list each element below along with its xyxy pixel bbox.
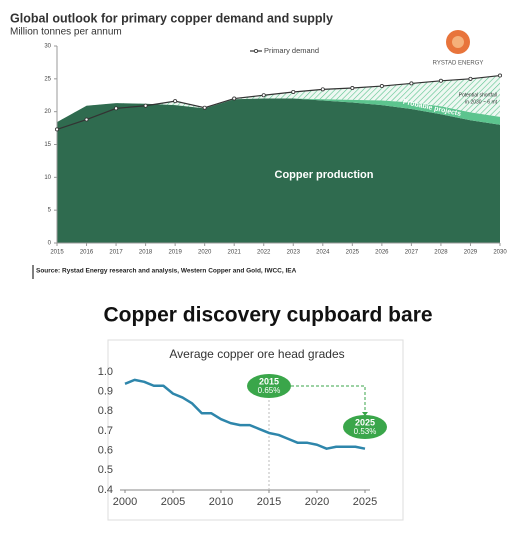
x-tick-label: 2010 [209,496,233,508]
marker [320,87,325,92]
marker [350,86,355,91]
y-tick-label: 15 [44,142,51,148]
legend-label: Primary demand [264,46,319,55]
y-tick-label: 0 [48,241,52,247]
callout [343,415,387,439]
y-tick-label: 0.9 [98,386,113,398]
x-tick-label: 2025 [353,496,377,508]
x-tick-label: 2019 [168,250,182,256]
x-tick-label: 2005 [161,496,185,508]
y-tick-label: 10 [44,175,51,181]
area-label: Copper production [275,169,374,181]
y-tick-label: 0.5 [98,464,113,476]
callout-sublabel: 0.53% [354,427,377,436]
marker [202,105,207,110]
x-tick-label: 2015 [50,250,64,256]
y-tick-label: 25 [44,76,51,82]
legend-marker [253,49,258,54]
area [57,98,500,244]
marker [468,76,473,81]
area [57,98,500,125]
annotation: Potential shortfall [459,92,497,98]
y-tick-label: 30 [44,44,51,50]
logo-text: RYSTAD ENERGY [433,61,484,67]
y-tick-label: 0.4 [98,484,113,496]
marker [261,93,266,98]
line [56,74,501,130]
x-tick-label: 2020 [305,496,329,508]
x-tick-label: 2029 [464,250,478,256]
annotation: in 2030 ~ 6 mt [465,99,497,105]
x-tick-label: 2027 [405,250,419,256]
x-tick-label: 2016 [80,250,94,256]
marker [114,106,119,111]
chart-frame [107,339,404,521]
callout-sublabel: 0.65% [258,386,281,395]
arrow [291,385,366,414]
y-tick-label: 20 [44,109,51,115]
shortfall-area [57,75,500,130]
x-tick-label: 2025 [346,250,360,256]
line [124,378,366,450]
x-tick-label: 2017 [109,250,123,256]
x-tick-label: 2030 [493,250,507,256]
chart-subtitle: Million tonnes per annum [10,27,122,38]
marker [232,96,237,101]
chart-title: Average copper ore head grades [169,347,344,361]
y-tick-label: 0.7 [98,425,113,437]
marker [409,81,414,86]
source: Source: Rystad Energy research and analy… [36,268,297,275]
y-tick-label: 0.6 [98,445,113,457]
chart-title: Global outlook for primary copper demand… [10,11,333,25]
marker [291,89,296,94]
marker [55,127,60,132]
arrow-head [362,412,368,416]
x-tick-label: 2020 [198,250,212,256]
callout [247,374,291,398]
x-tick-label: 2021 [228,250,242,256]
y-tick-label: 0.8 [98,405,113,417]
callout-label: 2015 [259,376,279,386]
x-tick-label: 2000 [113,496,137,508]
x-tick-label: 2024 [316,250,330,256]
x-tick-label: 2026 [375,250,389,256]
x-tick-label: 2023 [287,250,301,256]
heading: Copper discovery cupboard bare [103,304,432,327]
x-tick-label: 2028 [434,250,448,256]
marker [173,99,178,104]
x-tick-label: 2022 [257,250,271,256]
y-tick-label: 1.0 [98,366,113,378]
callout-label: 2025 [355,417,375,427]
logo: RYSTAD ENERGY [433,30,484,67]
marker [497,73,502,78]
x-tick-label: 2015 [257,496,281,508]
marker [84,117,89,122]
marker [143,103,148,108]
marker [379,84,384,89]
y-tick-label: 5 [48,208,52,214]
x-tick-label: 2018 [139,250,153,256]
marker [438,78,443,83]
